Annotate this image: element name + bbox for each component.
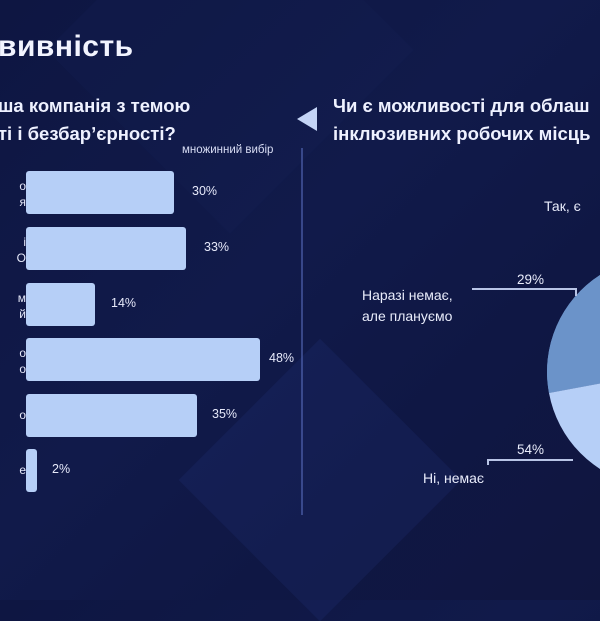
leader-tick-no <box>487 459 489 465</box>
left-question: ша компанія з темою ті і безбарʼєрності? <box>0 92 298 148</box>
bar-label: е <box>19 463 26 477</box>
leader-line-no <box>487 459 573 461</box>
pie-value-no: 54% <box>517 442 545 457</box>
right-question-line2: інклюзивних робочих місць <box>333 123 591 144</box>
pie-label-yes: Так, є <box>544 198 581 214</box>
bar-row: о 35% <box>0 394 310 437</box>
pie-value-planning: 29% <box>517 272 545 287</box>
leader-tick-planning <box>575 288 577 296</box>
bar-value: 30% <box>192 184 218 198</box>
bar-label: о <box>19 408 26 422</box>
left-question-line1: ша компанія з темою <box>0 95 191 116</box>
bar-row: е 2% <box>0 449 310 492</box>
page-title: вивність <box>0 30 134 63</box>
right-question: Чи є можливості для облаш інклюзивних ро… <box>333 92 600 148</box>
bar-value: 48% <box>269 351 295 365</box>
bar-value: 14% <box>111 296 137 310</box>
pie-chart <box>547 275 600 469</box>
pie-slice-planning-fill <box>547 275 600 393</box>
vertical-divider <box>301 148 303 515</box>
multiple-choice-note: множинний вибір <box>182 144 274 156</box>
bar-value: 33% <box>204 240 230 254</box>
bar <box>26 394 197 437</box>
pie-slice-no <box>549 383 600 469</box>
bar-value: 35% <box>212 407 238 421</box>
left-question-line2: ті і безбарʼєрності? <box>0 123 176 144</box>
bar <box>26 171 174 214</box>
leader-line-planning <box>472 288 576 290</box>
bar-value: 2% <box>52 462 71 476</box>
bar <box>26 283 95 326</box>
triangle-arrow-left-icon <box>297 107 317 131</box>
pie-label-planning: Наразі немає, але плануємо <box>362 287 453 324</box>
bar <box>26 449 37 492</box>
bar <box>26 338 260 381</box>
pie-label-no: Ні, немає <box>423 470 485 486</box>
bar <box>26 227 186 270</box>
right-question-line1: Чи є можливості для облаш <box>333 95 590 116</box>
